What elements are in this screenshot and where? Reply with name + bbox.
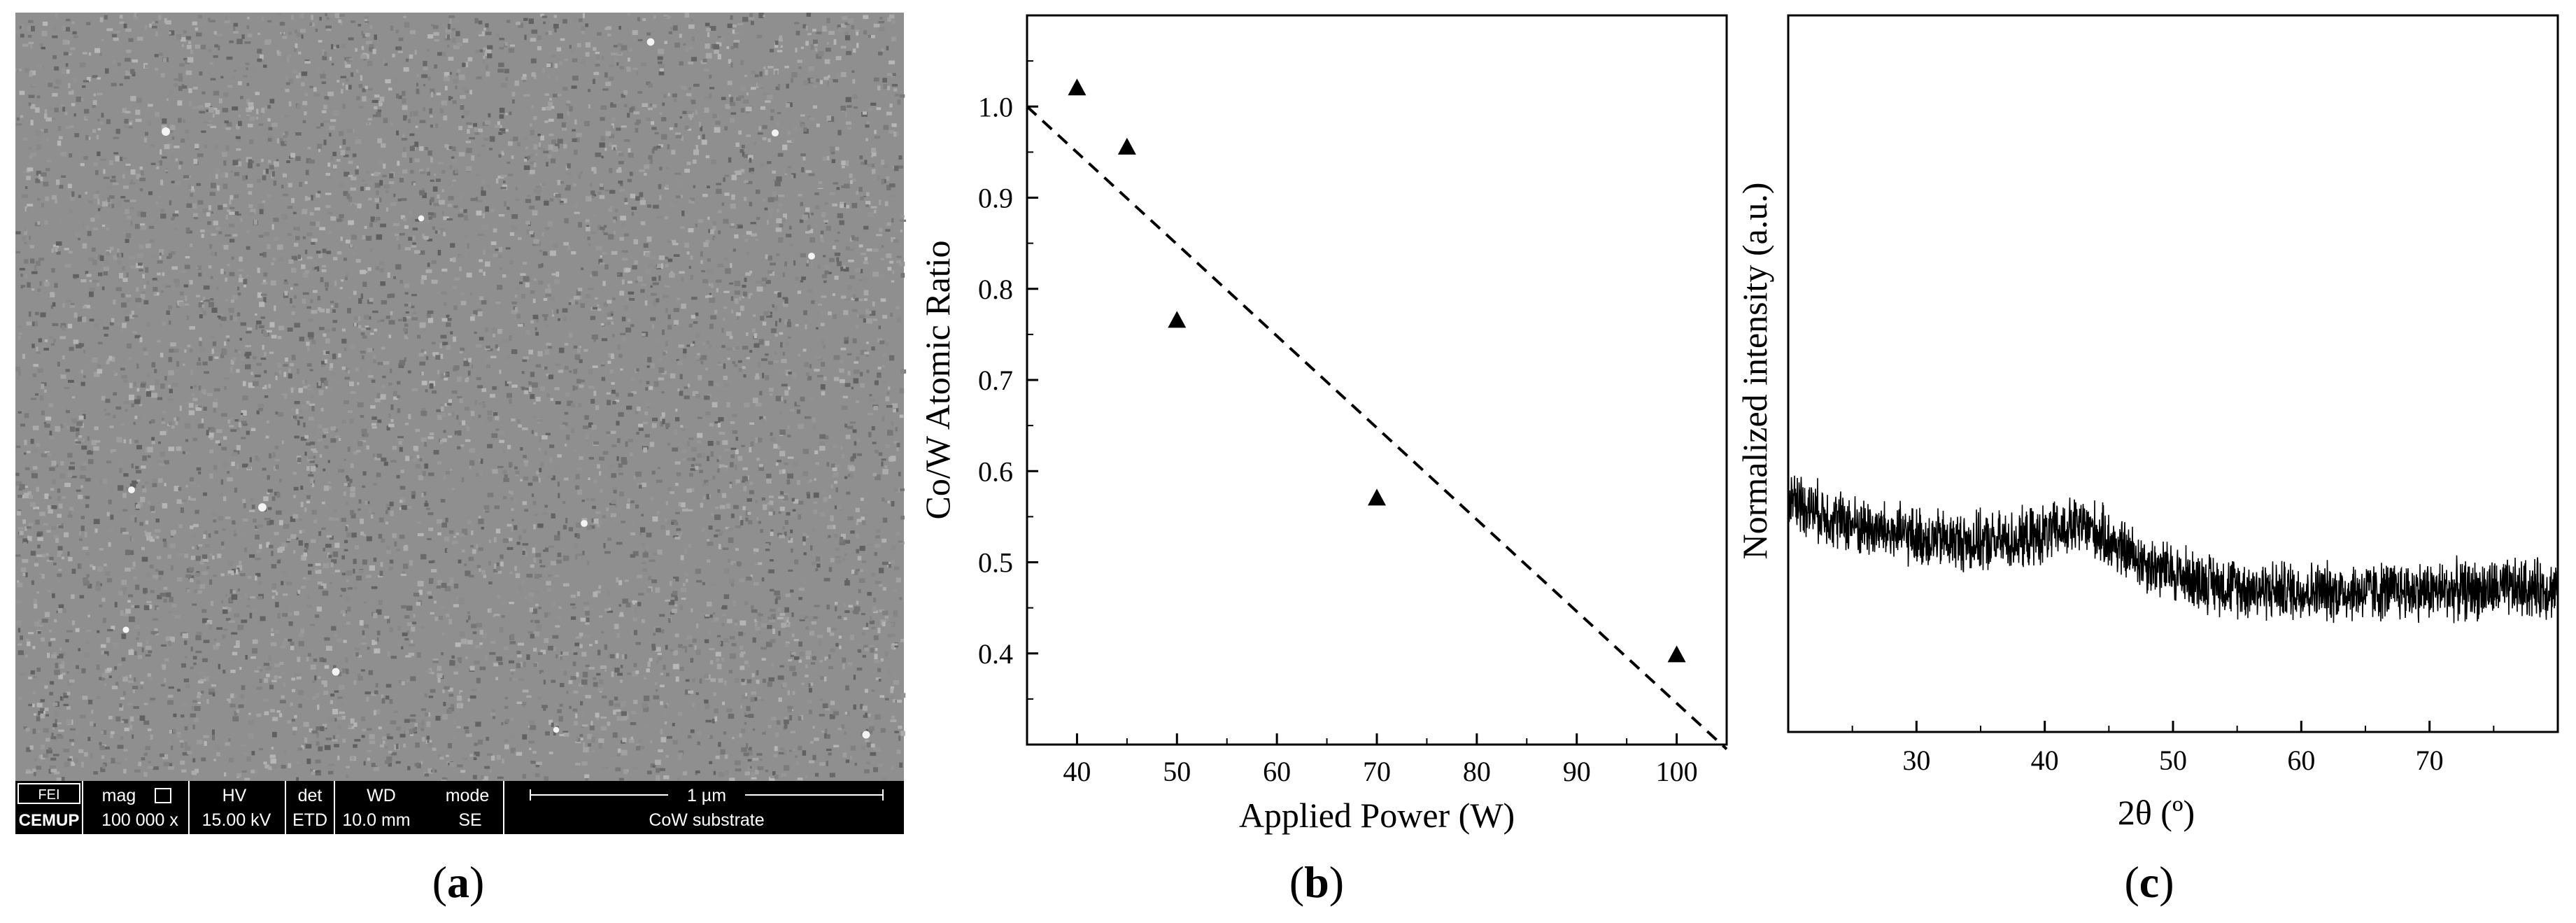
databar-mode-value: SE	[458, 810, 481, 830]
plot-b-ytick-label: 1.0	[978, 91, 1013, 122]
plot-b-ticks: 40 50 60 70 80 90 100 0.4 0.5 0.6 0.7 0.8 0.9 1.0	[978, 60, 1698, 787]
plot-b-ylabel: Co/W Atomic Ratio	[918, 240, 957, 519]
plot-b-fit-line	[1026, 105, 1728, 750]
databar-mode-key: mode	[446, 786, 490, 805]
plot-c-ticks: 30 40 50 60 70	[1851, 721, 2495, 776]
plot-b-points	[1068, 78, 1686, 663]
plot-b-point	[1368, 488, 1386, 506]
databar-background	[15, 781, 904, 834]
plot-b-fit	[1026, 105, 1728, 750]
plot-b-ytick-label: 0.9	[978, 183, 1013, 214]
databar-mag-value: 100 000 x	[101, 810, 178, 830]
plot-b-xtick-label: 50	[1163, 756, 1191, 787]
databar-brand-bottom: CEMUP	[19, 811, 80, 830]
plot-b-ytick-label: 0.8	[978, 274, 1013, 305]
sem-databar: FEI CEMUP mag 100 000 x HV 15.00 kV det …	[15, 781, 904, 834]
databar-det-key: det	[298, 786, 323, 805]
panel-b-caption: (b)	[1289, 857, 1344, 907]
plot-c-frame	[1787, 14, 2559, 733]
plot-b-point	[1117, 137, 1136, 155]
sample-label: CoW substrate	[649, 810, 764, 830]
panel-a-caption: (a)	[432, 857, 485, 907]
panel-b-chart: 40 50 60 70 80 90 100 0.4 0.5 0.6 0.7 0.8 0.9 1.0 App…	[918, 14, 1728, 907]
plot-c-trace	[1788, 475, 2559, 623]
plot-c-xtick-label: 70	[2416, 745, 2444, 776]
panel-c-chart: 30 40 50 60 70 2θ (º) Normalized intensity (…	[1735, 14, 2559, 907]
plot-c-line	[1788, 475, 2559, 623]
databar-hv-key: HV	[222, 786, 247, 805]
plot-b-point	[1667, 645, 1686, 663]
plot-b-xlabel: Applied Power (W)	[1239, 796, 1515, 835]
plot-c-ylabel: Normalized intensity (a.u.)	[1735, 183, 1774, 560]
databar-wd-key: WD	[367, 786, 396, 805]
databar-brand-box	[17, 783, 80, 804]
plot-b-xtick-label: 60	[1263, 756, 1291, 787]
panel-a-sem: FEI CEMUP mag 100 000 x HV 15.00 kV det …	[15, 13, 907, 907]
databar-hv-value: 15.00 kV	[202, 810, 271, 830]
scale-bar-label: 1 µm	[687, 786, 726, 805]
databar-wd-value: 10.0 mm	[342, 810, 410, 830]
plot-b-point	[1168, 311, 1187, 328]
plot-b-xtick-label: 40	[1063, 756, 1091, 787]
plot-b-ytick-label: 0.7	[978, 365, 1013, 396]
databar-brand-top: FEI	[38, 787, 59, 803]
plot-b-xtick-label: 100	[1656, 756, 1698, 787]
plot-c-xlabel: 2θ (º)	[2118, 793, 2195, 832]
databar-mag-key: mag	[102, 786, 136, 805]
plot-b-frame	[1026, 14, 1728, 746]
plot-b-ytick-label: 0.5	[978, 547, 1013, 579]
sem-particles	[122, 38, 870, 739]
plot-c-xtick-label: 40	[2031, 745, 2059, 776]
plot-b-xtick-label: 70	[1363, 756, 1391, 787]
plot-b-point	[1068, 78, 1087, 96]
plot-c-xtick-label: 50	[2159, 745, 2187, 776]
panel-c-caption: (c)	[2124, 857, 2174, 907]
databar-mag-box	[155, 788, 171, 803]
sem-texture	[15, 13, 907, 783]
plot-b-xtick-label: 80	[1463, 756, 1491, 787]
plot-b-ytick-label: 0.4	[978, 638, 1013, 670]
plot-b-ytick-label: 0.6	[978, 456, 1013, 487]
databar-det-value: ETD	[292, 810, 327, 830]
plot-b-xtick-label: 90	[1563, 756, 1591, 787]
plot-c-xtick-label: 30	[1902, 745, 1930, 776]
plot-c-xtick-label: 60	[2287, 745, 2315, 776]
